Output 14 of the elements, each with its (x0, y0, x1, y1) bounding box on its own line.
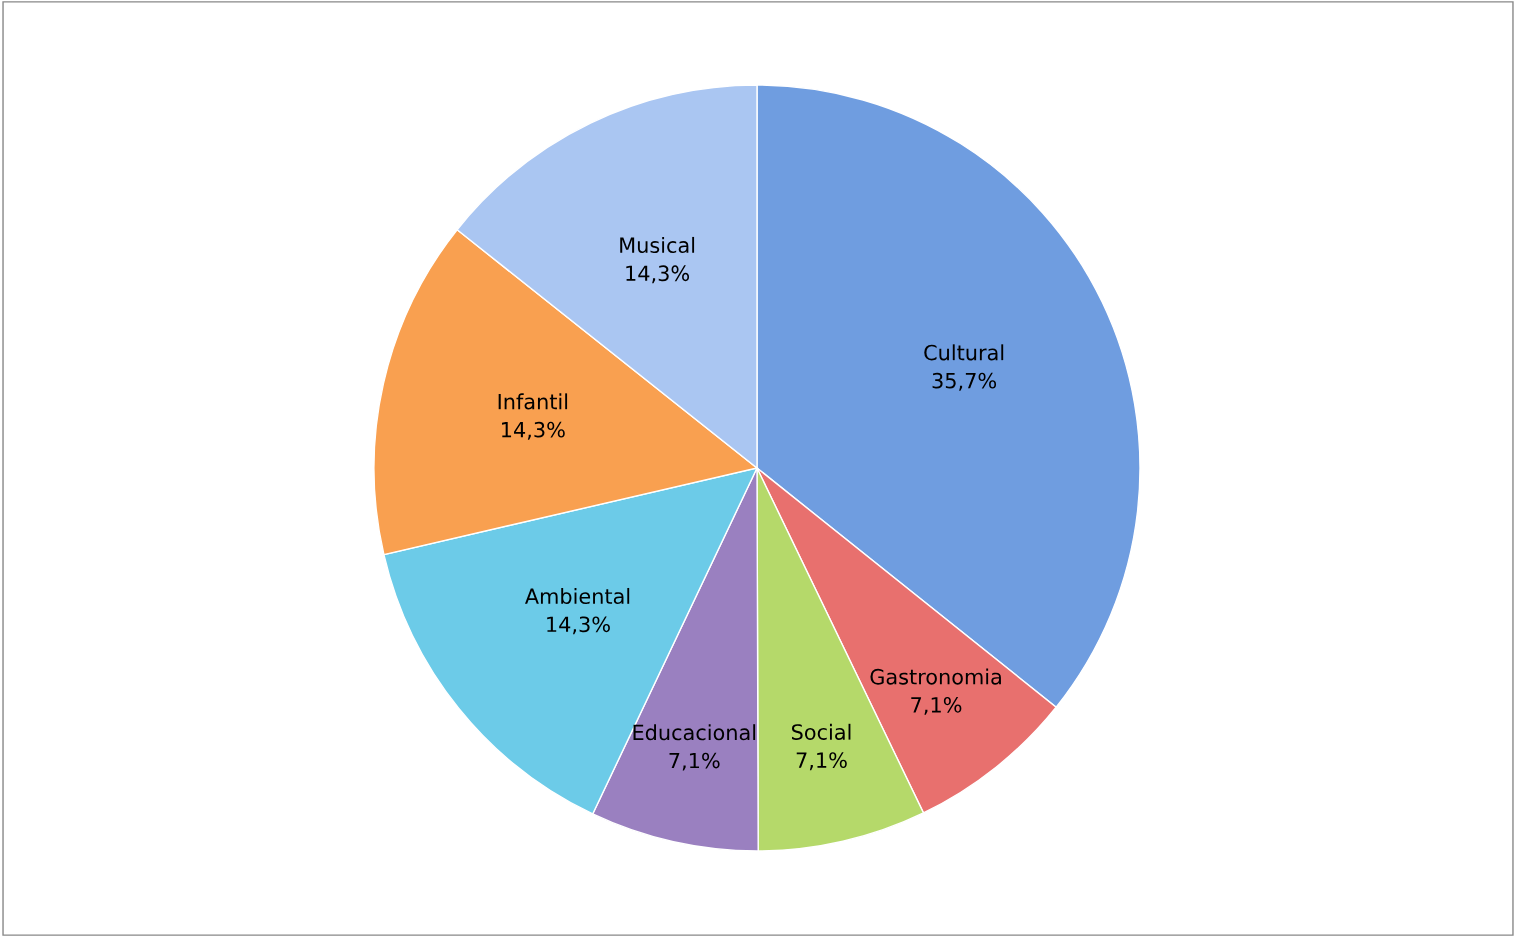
data-label: 14,3% (502, 421, 565, 440)
slice-label: Infantil (498, 393, 568, 410)
slice-label: Educacional (633, 724, 756, 741)
data-label: 7,1% (669, 752, 720, 771)
slice-label: Ambiental (524, 587, 630, 605)
slice-label: Social (791, 723, 851, 740)
data-label: 35,7% (932, 372, 997, 391)
slice-label: Gastronomia (870, 668, 1001, 685)
data-label: 14,3% (626, 265, 690, 284)
slice-label: Cultural (924, 344, 1004, 361)
data-label: 7,1% (911, 696, 962, 715)
data-label: 14,3% (547, 616, 610, 635)
slice-label: Musical (620, 236, 695, 254)
data-label: 7,1% (796, 752, 847, 771)
